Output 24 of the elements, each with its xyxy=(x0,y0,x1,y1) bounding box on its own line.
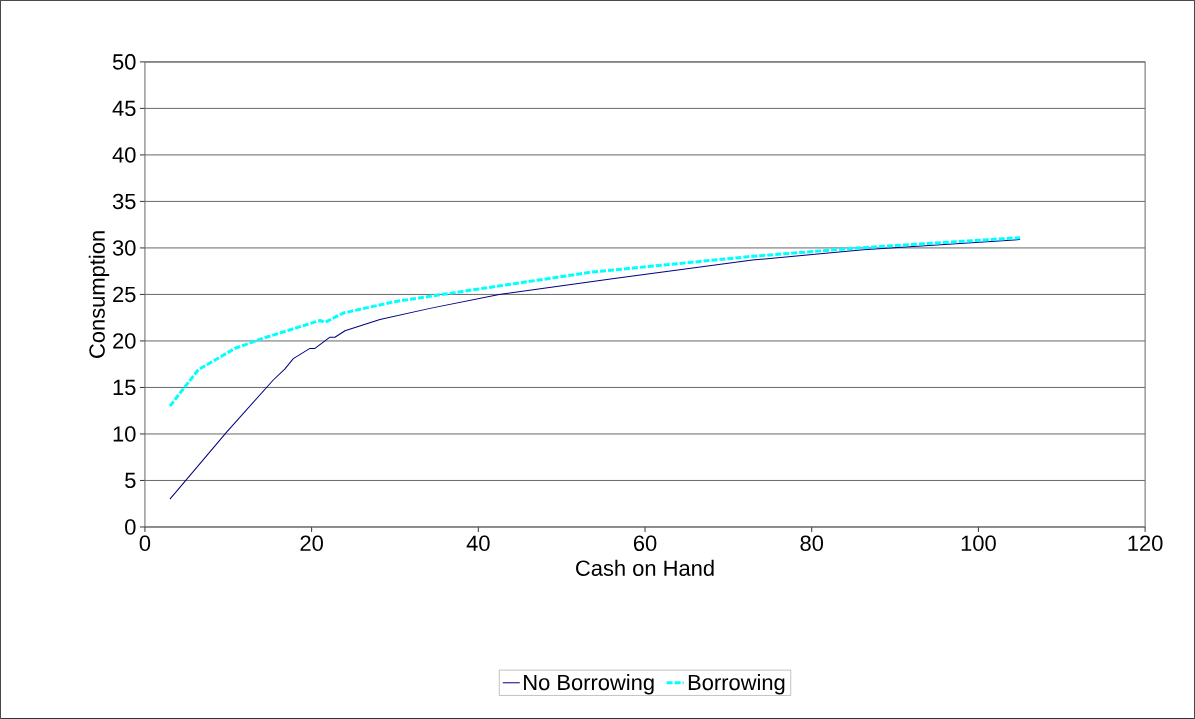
y-tick-label: 10 xyxy=(113,426,136,442)
x-tick-label: 20 xyxy=(300,535,323,552)
x-tick-label: 80 xyxy=(800,535,824,552)
y-tick-label: 50 xyxy=(112,54,136,70)
x-axis-title: Cash on Hand xyxy=(576,559,714,577)
y-tick-label: 25 xyxy=(113,286,136,303)
line-series xyxy=(168,236,1022,408)
y-tick-label: 45 xyxy=(112,100,136,117)
y-axis-title: Consumption xyxy=(88,231,110,358)
x-tick-label: 0 xyxy=(139,535,151,552)
legend-label: Borrowing xyxy=(688,674,785,695)
y-tick-label: 15 xyxy=(113,379,136,396)
x-tick-label: 60 xyxy=(633,535,657,552)
x-tick-label: 100 xyxy=(961,535,996,552)
y-tick-label: 5 xyxy=(125,472,136,489)
y-tick-label: 0 xyxy=(125,519,136,535)
y-tick-label: 30 xyxy=(112,240,136,256)
x-tick-label: 120 xyxy=(1128,535,1163,552)
y-tick-label: 20 xyxy=(113,333,136,349)
y-tick-label: 35 xyxy=(112,193,136,210)
x-tick-label: 40 xyxy=(466,535,490,552)
line-series xyxy=(169,239,1021,500)
legend-label: No Borrowing xyxy=(524,674,654,695)
y-tick-label: 40 xyxy=(112,147,136,163)
